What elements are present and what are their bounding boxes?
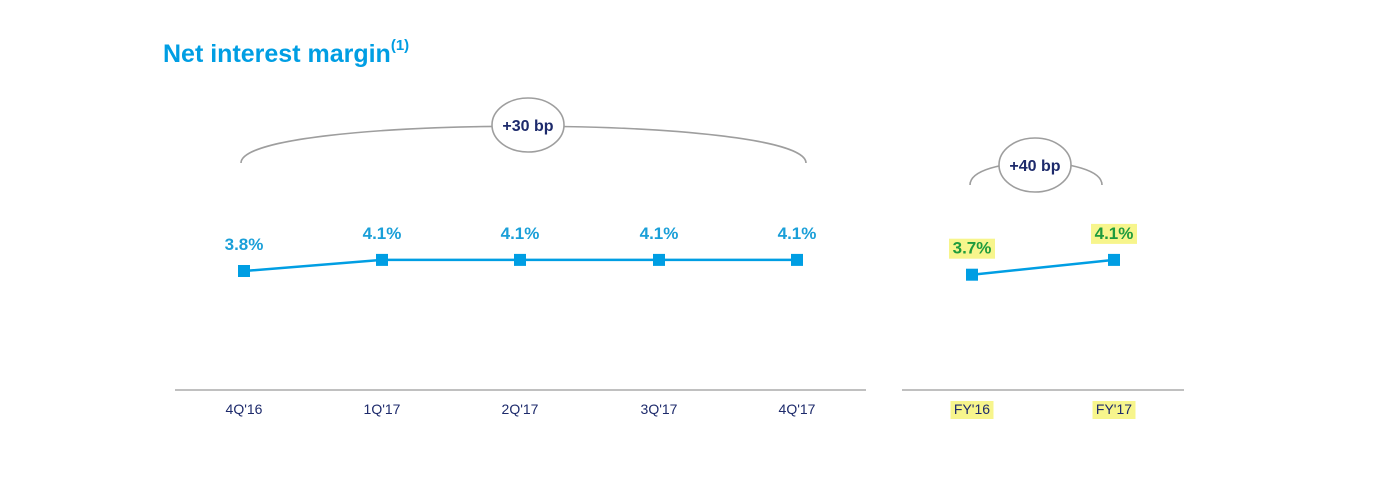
chart-title-text: Net interest margin (163, 40, 391, 68)
x-tick-label: FY'16 (954, 401, 990, 417)
change-callout (998, 137, 1072, 193)
value-label-highlight (1091, 223, 1137, 244)
category-label-highlight (1092, 401, 1136, 419)
data-label: 3.7% (953, 239, 992, 258)
data-label: 4.1% (640, 224, 679, 243)
x-tick-label: FY'17 (1096, 401, 1132, 417)
x-tick-label: 3Q'17 (641, 401, 678, 417)
change-callout-label: +30 bp (502, 118, 553, 135)
data-label: 4.1% (778, 224, 817, 243)
data-point (376, 253, 388, 266)
category-label-highlight (950, 401, 994, 419)
change-callout (491, 97, 565, 153)
data-point (514, 253, 526, 266)
x-tick-label: 4Q'17 (779, 401, 816, 417)
data-point (653, 253, 665, 266)
series-line (971, 258, 1115, 276)
data-point (238, 265, 250, 277)
chart-title: Net interest margin(1) (163, 37, 410, 69)
data-label: 4.1% (501, 224, 540, 243)
data-label: 4.1% (1095, 224, 1134, 243)
data-point (791, 253, 803, 266)
data-point (966, 268, 978, 281)
x-tick-label: 4Q'16 (226, 401, 263, 417)
x-tick-label: 2Q'17 (502, 401, 539, 417)
data-label: 3.8% (225, 235, 264, 254)
x-tick-label: 1Q'17 (364, 401, 401, 417)
data-label: 4.1% (363, 224, 402, 243)
title-footnote: (1) (390, 37, 410, 54)
data-point (1108, 253, 1120, 266)
change-callout-label: +40 bp (1009, 158, 1060, 175)
value-label-highlight (949, 238, 995, 259)
